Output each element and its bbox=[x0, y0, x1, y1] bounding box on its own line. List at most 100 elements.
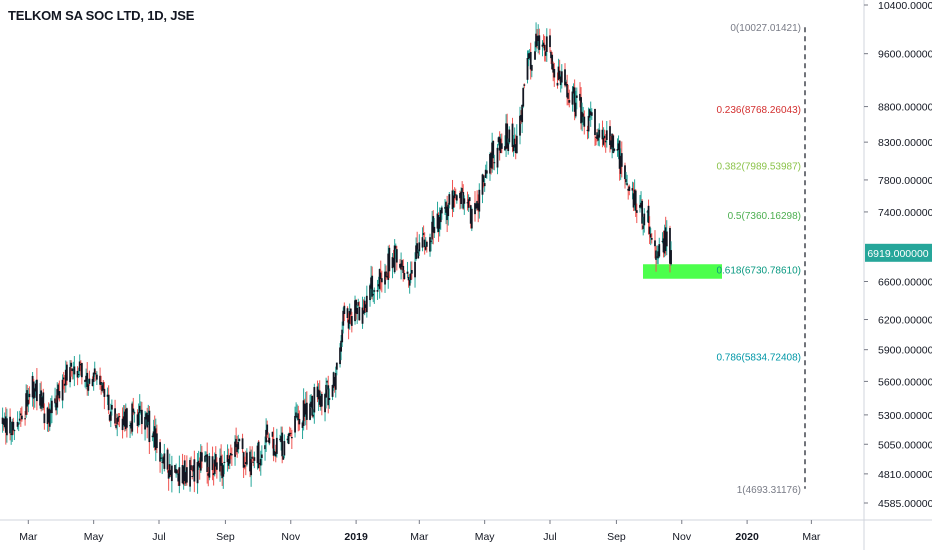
candle-body bbox=[110, 404, 113, 410]
candle-body bbox=[550, 51, 552, 59]
price-tick-label: 5050.000000 bbox=[878, 439, 932, 451]
candle-body bbox=[204, 455, 206, 462]
candle-body bbox=[451, 190, 454, 210]
candle-body bbox=[557, 66, 560, 80]
candle-body bbox=[575, 95, 578, 98]
candle-body bbox=[403, 272, 406, 280]
candle-body bbox=[200, 452, 203, 462]
candle-body bbox=[408, 279, 411, 286]
candle-body bbox=[490, 152, 492, 168]
candle-body bbox=[611, 133, 614, 148]
candle-body bbox=[87, 384, 90, 391]
candle-body bbox=[121, 418, 124, 431]
candle-body bbox=[258, 462, 261, 465]
candle-body bbox=[568, 100, 571, 103]
candle-body bbox=[343, 305, 346, 315]
candle-body bbox=[85, 375, 88, 382]
candle-body bbox=[657, 251, 660, 259]
candle-body bbox=[379, 272, 382, 280]
candle-body bbox=[392, 257, 395, 268]
candle-body bbox=[192, 465, 195, 472]
candle-body bbox=[617, 143, 620, 150]
candle-body bbox=[250, 459, 253, 476]
candle-body bbox=[523, 84, 526, 86]
candle-body bbox=[482, 175, 485, 183]
candle-body bbox=[476, 200, 479, 209]
candle-body bbox=[198, 462, 201, 468]
candle-body bbox=[139, 410, 142, 412]
candle-body bbox=[145, 413, 148, 420]
candle-body bbox=[33, 388, 36, 398]
candle-body bbox=[154, 428, 157, 450]
candle-body bbox=[80, 363, 83, 378]
candle-body bbox=[16, 421, 19, 427]
candle-body bbox=[275, 437, 278, 454]
candle-body bbox=[469, 205, 472, 224]
time-tick-label: May bbox=[84, 531, 105, 543]
candle-body bbox=[86, 372, 89, 387]
candle-body bbox=[565, 81, 567, 86]
candle-body bbox=[484, 169, 487, 178]
candle-body bbox=[583, 116, 586, 127]
candle-body bbox=[42, 392, 45, 409]
candle-body bbox=[63, 383, 66, 386]
candle-body bbox=[429, 237, 431, 252]
candle-body bbox=[58, 391, 61, 399]
candle-body bbox=[161, 461, 164, 463]
candle-body bbox=[123, 411, 126, 427]
candle-body bbox=[401, 260, 404, 267]
candle-body bbox=[363, 300, 366, 314]
candle-body bbox=[54, 398, 56, 404]
candle-body bbox=[579, 93, 581, 101]
candle-body bbox=[530, 64, 533, 71]
candle-body bbox=[283, 441, 286, 456]
candle-body bbox=[303, 403, 306, 417]
candle-body bbox=[220, 455, 223, 466]
candle-body bbox=[252, 461, 255, 463]
candle-body bbox=[541, 44, 544, 47]
candle-body bbox=[376, 290, 379, 292]
time-tick-label: Jul bbox=[543, 531, 556, 543]
candle-body bbox=[295, 412, 298, 418]
candle-body bbox=[536, 35, 539, 47]
candle-body bbox=[601, 129, 604, 140]
candle-body bbox=[498, 136, 501, 151]
candle-body bbox=[223, 461, 226, 463]
candle-body bbox=[273, 451, 276, 456]
candle-body bbox=[197, 460, 200, 467]
candle-body bbox=[35, 379, 38, 402]
candle-body bbox=[147, 414, 150, 422]
candle-body bbox=[560, 71, 563, 83]
candle-body bbox=[460, 191, 462, 204]
candle-body bbox=[610, 140, 612, 150]
candle-body bbox=[409, 273, 412, 281]
candle-body bbox=[453, 190, 456, 199]
candle-body bbox=[497, 137, 500, 143]
candle-body bbox=[178, 467, 181, 486]
candle-body bbox=[334, 372, 337, 390]
candle-body bbox=[208, 456, 211, 478]
candle-body bbox=[564, 69, 566, 86]
candle-body bbox=[122, 416, 125, 426]
candle-body bbox=[348, 311, 351, 324]
candle-body bbox=[281, 432, 284, 457]
candle-body bbox=[331, 385, 334, 397]
candle-body bbox=[167, 470, 170, 479]
candle-body bbox=[95, 374, 98, 380]
candle-body bbox=[580, 97, 582, 124]
candle-body bbox=[664, 227, 667, 252]
candle-body bbox=[191, 476, 194, 478]
candle-body bbox=[94, 373, 97, 375]
candle-body bbox=[237, 441, 240, 450]
candle-body bbox=[414, 261, 416, 278]
price-tick-label: 7800.000000 bbox=[878, 175, 932, 187]
candle-body bbox=[373, 290, 376, 292]
time-tick-label: Sep bbox=[607, 531, 626, 543]
candle-body bbox=[309, 403, 311, 420]
candle-body bbox=[196, 462, 199, 484]
candle-body bbox=[529, 51, 532, 70]
candle-body bbox=[507, 142, 510, 152]
candle-body bbox=[342, 310, 345, 326]
candle-body bbox=[335, 362, 338, 370]
